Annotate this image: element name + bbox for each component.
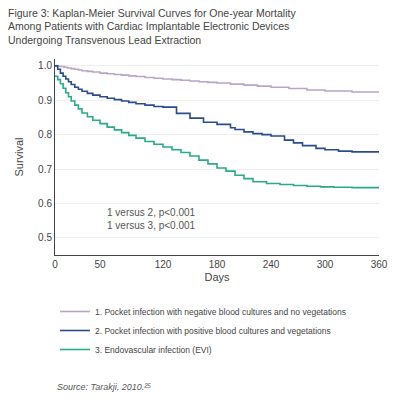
svg-text:1 versus 2, p<0.0011 versus 3,: 1 versus 2, p<0.0011 versus 3, p<0.001 [107,207,196,231]
svg-text:0: 0 [52,259,58,270]
svg-text:300: 300 [317,259,334,270]
svg-text:Figure 3: Kaplan-Meier Surviva: Figure 3: Kaplan-Meier Survival Curves f… [8,7,296,46]
svg-text:Survival: Survival [13,137,25,176]
svg-text:2. Pocket infection with posit: 2. Pocket infection with positive blood … [95,326,331,336]
svg-text:Days: Days [204,271,230,283]
svg-text:240: 240 [263,259,280,270]
svg-text:1. Pocket infection with negat: 1. Pocket infection with negative blood … [95,307,346,317]
svg-text:360: 360 [371,259,388,270]
svg-text:Source: Tarakji, 2010.²⁵: Source: Tarakji, 2010.²⁵ [57,382,151,392]
svg-text:0.6: 0.6 [38,198,52,209]
svg-text:120: 120 [155,259,172,270]
svg-text:0.7: 0.7 [38,164,52,175]
svg-text:0.9: 0.9 [38,95,52,106]
svg-text:0.5: 0.5 [38,232,52,243]
svg-text:180: 180 [209,259,226,270]
svg-text:0.8: 0.8 [38,129,52,140]
svg-text:50: 50 [94,259,106,270]
svg-text:3. Endovascular infection (EVI: 3. Endovascular infection (EVI) [95,345,212,355]
svg-text:1.0: 1.0 [38,60,52,71]
